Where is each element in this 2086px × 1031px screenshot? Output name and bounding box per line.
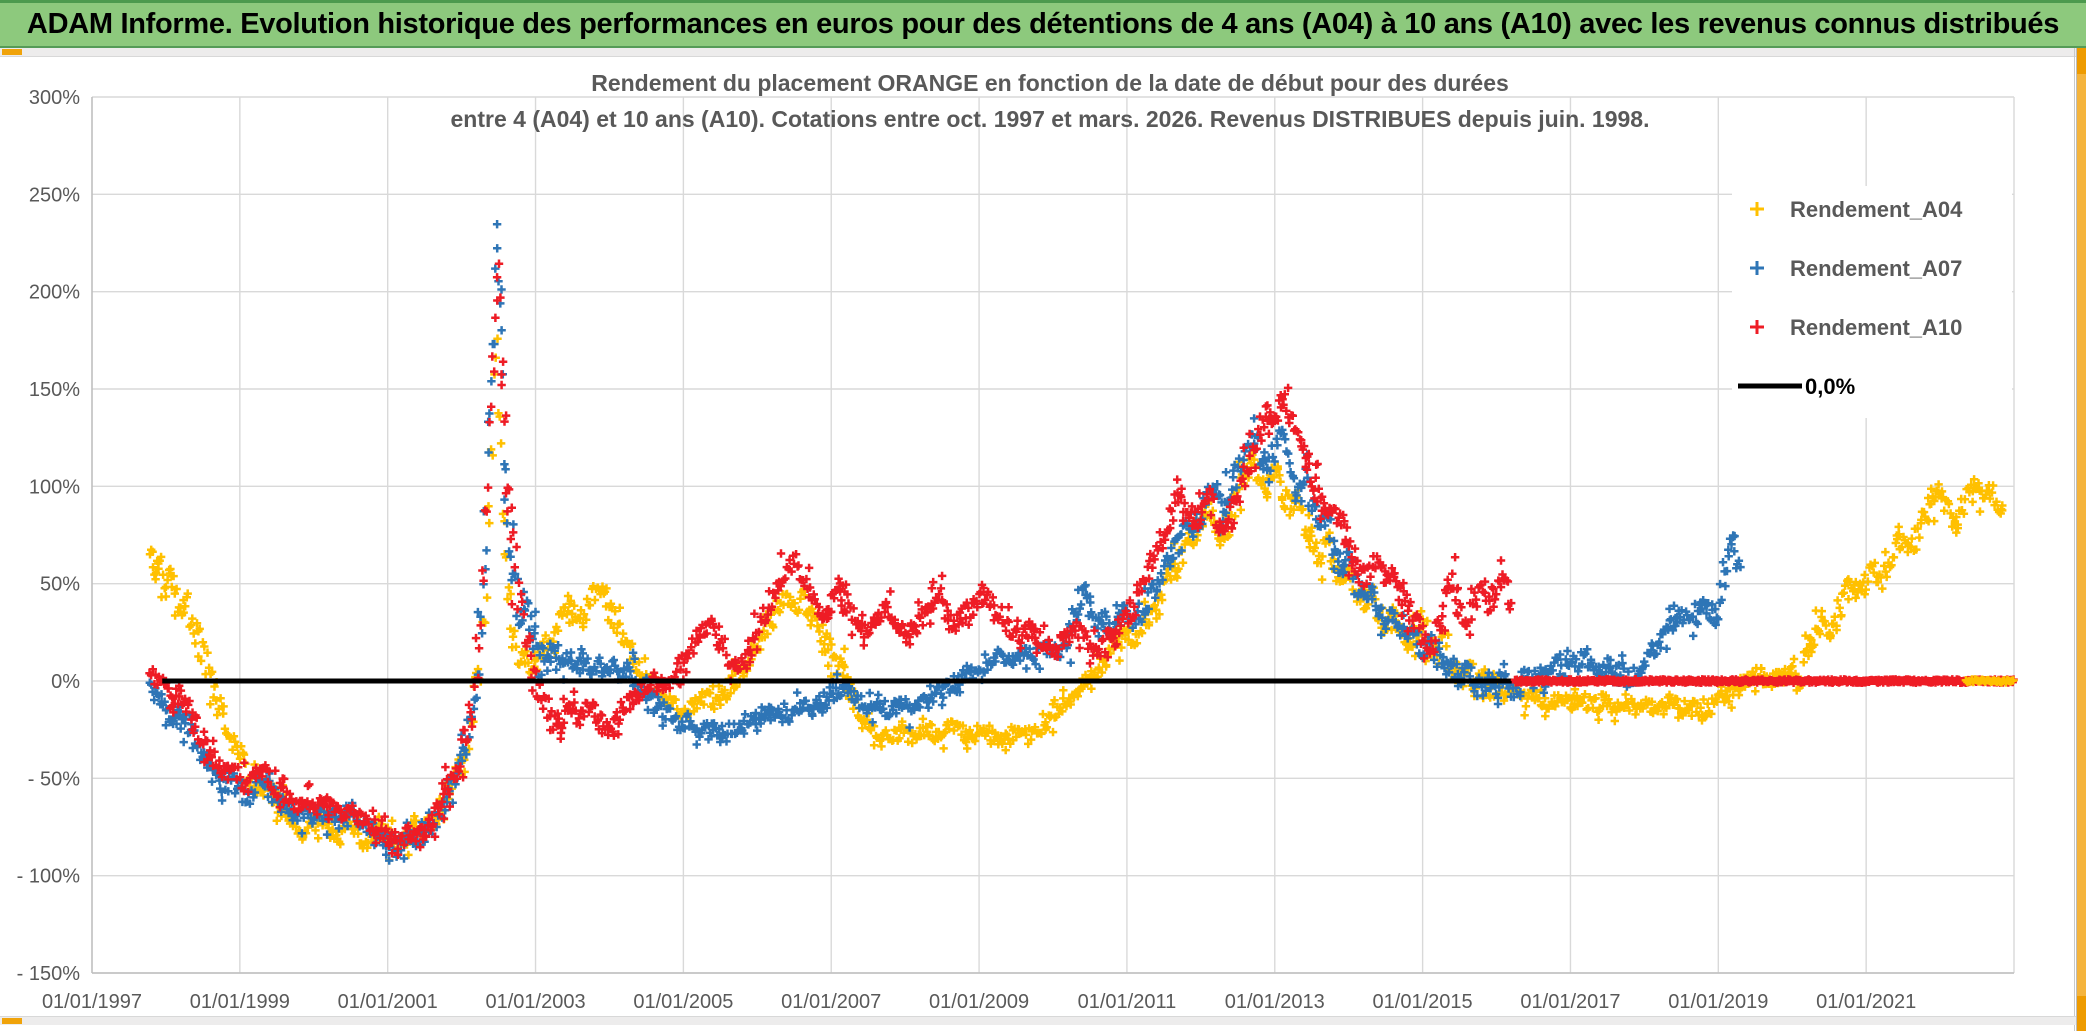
series-rendement_a04-zero-tail [1961,675,2018,687]
y-tick-label: 200% [29,282,80,304]
legend-label: Rendement_A10 [1790,315,1962,340]
gridlines [91,96,2015,974]
x-tick-label: 01/01/2011 [1078,991,1177,1013]
y-tick-label: 50% [40,574,80,596]
right-scrollbar-handle-top[interactable] [2077,48,2086,74]
y-tick-label: - 50% [28,768,80,790]
right-scrollbar-handle-bottom[interactable] [2077,996,2086,1031]
y-tick-label: 300% [29,87,80,109]
series-rendement_a04 [145,334,2007,865]
y-axis-labels: 300% 250% 200% 150% 100% 50% 0% - 50% - 100% - 15… [17,87,81,985]
y-tick-label: 250% [29,184,80,206]
top-scrollbar-handle[interactable] [2,49,22,55]
legend-label: 0,0% [1805,374,1855,399]
series-rendement_a07 [145,220,1745,865]
bottom-scrollbar-handle[interactable] [2,1018,22,1024]
legend-plus-marker-icon [1750,202,1764,216]
legend-plus-marker-icon [1750,320,1764,334]
x-tick-label: 01/01/2021 [1816,991,1916,1013]
legend-item-0-0-[interactable]: 0,0% [1738,374,1855,399]
right-scrollbar[interactable] [2076,48,2086,1031]
series-rendement_a10 [145,259,1516,859]
x-tick-label: 01/01/1999 [190,991,290,1013]
x-tick-label: 01/01/2007 [781,991,881,1013]
window-edge-divider [2074,48,2075,1031]
banner: ADAM Informe. Evolution historique des p… [0,0,2086,48]
y-tick-label: 100% [29,476,80,498]
bottom-scrollbar[interactable] [0,1016,2076,1025]
x-tick-label: 01/01/2013 [1225,991,1325,1013]
x-tick-label: 01/01/2005 [633,991,733,1013]
legend-label: Rendement_A07 [1790,256,1962,281]
top-scrollbar[interactable] [0,48,2076,57]
x-tick-label: 01/01/2019 [1668,991,1768,1013]
legend-item-rendement-a04[interactable]: Rendement_A04 [1750,197,1963,222]
legend: Rendement_A04 Rendement_A07 Rendement_A10 0… [1732,186,2012,418]
chart-title-line2: entre 4 (A04) et 10 ans (A10). Cotations… [451,106,1650,132]
x-tick-label: 01/01/2017 [1520,991,1620,1013]
series-rendement_a10-flat-zero [1510,675,2018,687]
x-tick-label: 01/01/2001 [338,991,438,1013]
legend-label: Rendement_A04 [1790,197,1963,222]
x-tick-label: 01/01/1997 [42,991,142,1013]
legend-item-rendement-a10[interactable]: Rendement_A10 [1750,315,1962,340]
y-tick-label: 150% [29,379,80,401]
banner-title: ADAM Informe. Evolution historique des p… [26,8,2060,40]
y-tick-label: 0% [51,671,80,693]
legend-plus-marker-icon [1750,261,1764,275]
x-tick-label: 01/01/2009 [929,991,1029,1013]
x-axis-labels: 01/01/1997 01/01/1999 01/01/2001 01/01/2003… [42,991,1916,1013]
x-tick-label: 01/01/2015 [1373,991,1473,1013]
chart-title-line1: Rendement du placement ORANGE en fonctio… [591,70,1509,96]
y-tick-label: - 100% [17,866,81,888]
legend-item-rendement-a07[interactable]: Rendement_A07 [1750,256,1962,281]
chart-title: Rendement du placement ORANGE en fonctio… [451,70,1650,132]
performance-chart: Rendement_A04 Rendement_A07 Rendement_A10 0… [17,70,2018,1013]
y-tick-label: - 150% [17,963,81,985]
x-tick-label: 01/01/2003 [485,991,585,1013]
